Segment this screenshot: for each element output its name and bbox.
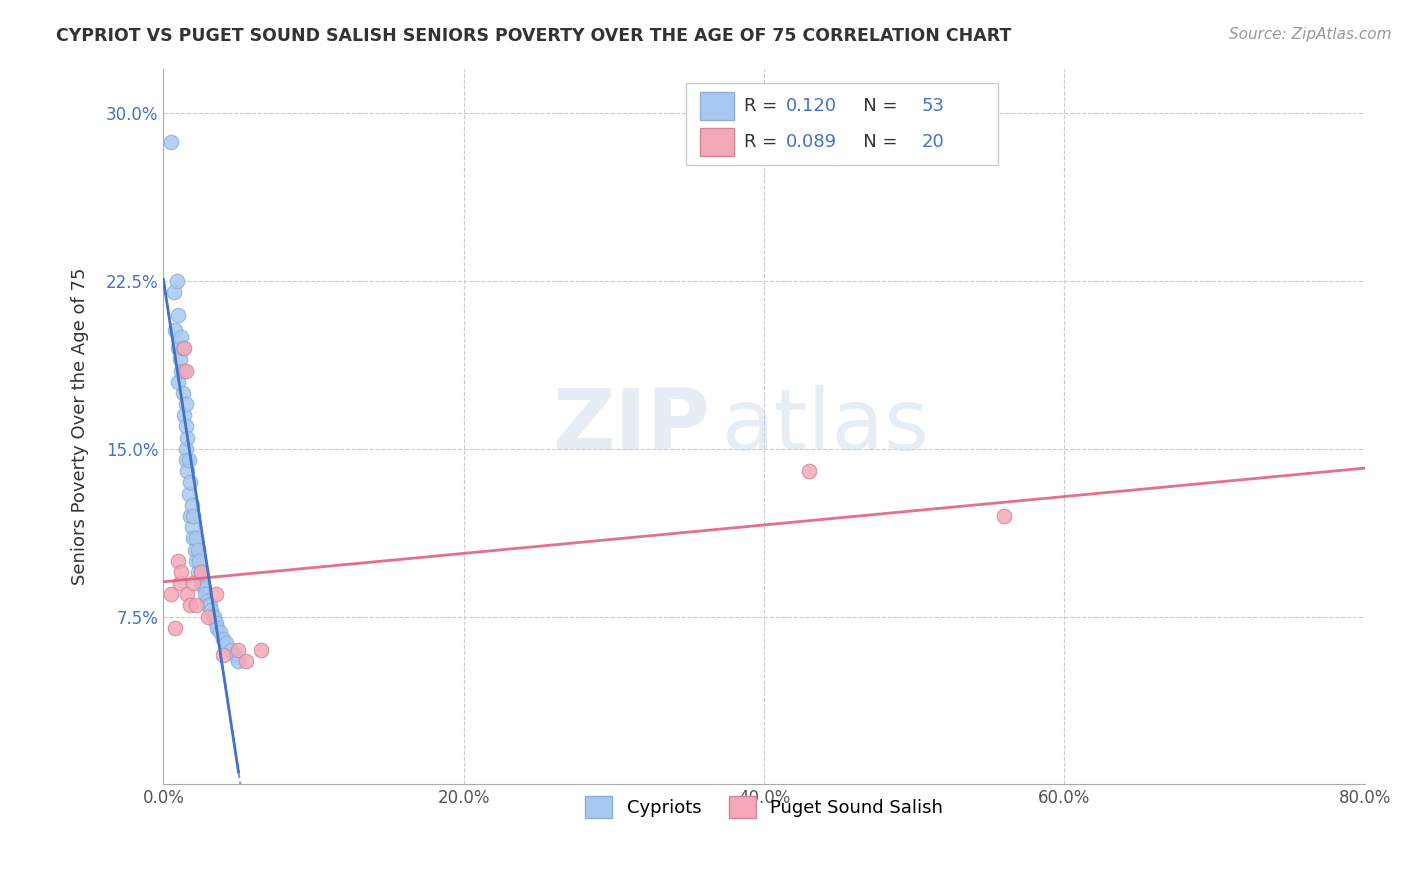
Text: 0.089: 0.089 [786,133,837,151]
Point [174,363,197,377]
Point [173,363,195,377]
Point [207,621,229,635]
Point [177,486,200,500]
Point [197,609,219,624]
Point [224,648,246,662]
Point [179,508,201,523]
Point [181,520,204,534]
Point [228,654,250,668]
Point [160,136,183,150]
Point [183,532,205,546]
Point [160,587,183,601]
Point [173,409,195,423]
Point [170,565,193,579]
Point [205,616,228,631]
Point [176,587,198,601]
Point [197,599,219,613]
Point [190,565,212,579]
Text: N =: N = [846,133,903,151]
Point [167,308,190,322]
Point [173,341,195,355]
Text: atlas: atlas [723,385,929,468]
Point [235,654,257,668]
Point [200,603,222,617]
Point [250,643,273,657]
Point [169,576,191,591]
Text: 0.120: 0.120 [786,97,837,115]
Point [165,323,187,337]
Point [167,341,190,355]
Point [184,542,207,557]
Point [176,464,198,478]
Point [179,475,201,490]
Point [176,431,198,445]
Point [165,621,187,635]
Y-axis label: Seniors Poverty Over the Age of 75: Seniors Poverty Over the Age of 75 [72,268,89,585]
Point [177,453,200,467]
Point [219,643,242,657]
Point [195,594,218,608]
Text: CYPRIOT VS PUGET SOUND SALISH SENIORS POVERTY OVER THE AGE OF 75 CORRELATION CHA: CYPRIOT VS PUGET SOUND SALISH SENIORS PO… [56,27,1011,45]
Point [186,532,208,546]
Point [179,599,201,613]
FancyBboxPatch shape [700,128,734,156]
FancyBboxPatch shape [686,83,998,165]
Text: 20: 20 [921,133,945,151]
Point [188,554,211,568]
Point [191,572,214,586]
Point [167,554,190,568]
Point [204,609,226,624]
Point [198,599,221,613]
Point [228,643,250,657]
Point [172,341,194,355]
Text: 53: 53 [921,97,945,115]
Point [170,363,193,377]
Point [194,587,217,601]
Point [187,542,209,557]
Point [187,565,209,579]
Point [174,442,197,456]
Point [212,632,235,646]
Point [170,330,193,344]
Point [212,648,235,662]
Point [186,554,208,568]
Point [190,576,212,591]
Text: N =: N = [846,97,903,115]
Point [167,375,190,389]
Point [799,464,821,478]
Point [172,385,194,400]
Text: Source: ZipAtlas.com: Source: ZipAtlas.com [1229,27,1392,42]
Text: R =: R = [744,133,783,151]
Point [190,565,212,579]
Point [993,508,1015,523]
Point [193,581,215,595]
Point [174,453,197,467]
Text: ZIP: ZIP [553,385,710,468]
Point [183,508,205,523]
Point [209,625,232,640]
Point [186,599,208,613]
Legend: Cypriots, Puget Sound Salish: Cypriots, Puget Sound Salish [578,789,950,825]
Point [215,636,238,650]
Point [166,274,188,288]
Point [181,498,204,512]
Point [169,352,191,367]
Point [174,419,197,434]
Point [205,587,228,601]
Point [174,397,197,411]
Text: R =: R = [744,97,783,115]
Point [163,285,186,300]
Point [183,576,205,591]
FancyBboxPatch shape [700,92,734,120]
Point [201,609,224,624]
